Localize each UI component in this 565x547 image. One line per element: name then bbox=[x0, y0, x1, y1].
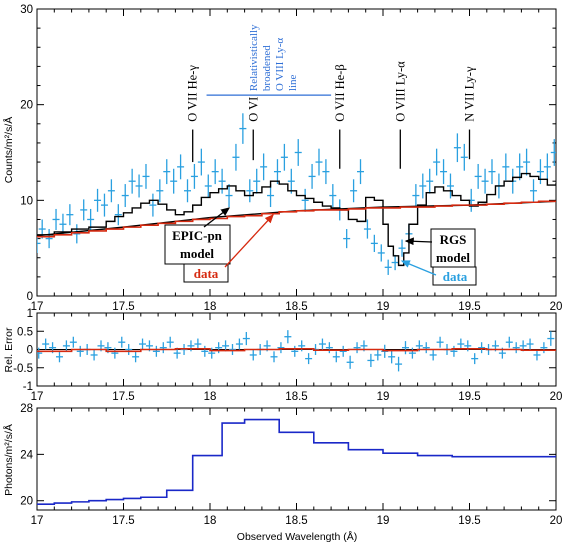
rgs-model-line1: RGS bbox=[440, 232, 467, 247]
rgs-data-arrow bbox=[400, 260, 437, 276]
rel-error-panel: 17 17.5 18 18.5 19 19.5 20 -1 -0.5 0 0.5 1 bbox=[13, 308, 562, 403]
rgs-model-line2: model bbox=[436, 250, 470, 265]
line-label: O VII He-β bbox=[333, 64, 347, 122]
counts-ylabel: Counts/m²/s/Å bbox=[2, 117, 15, 184]
x-axis-title: Observed Wavelength (Å) bbox=[237, 530, 357, 543]
x-tick-label: 18 bbox=[204, 515, 217, 527]
y-tick-label: -1 bbox=[23, 381, 33, 393]
x-tick-label: 17 bbox=[31, 301, 44, 313]
x-tick-label: 18.5 bbox=[285, 515, 307, 527]
x-tick-label: 18 bbox=[204, 301, 217, 313]
rel-broadened-label: line bbox=[287, 74, 299, 91]
rgs-model-annotation: RGS model bbox=[430, 228, 476, 268]
epic-data-label: data bbox=[194, 266, 219, 281]
y-tick-label: 0 bbox=[27, 291, 33, 303]
x-tick-label: 17.5 bbox=[112, 301, 134, 313]
x-tick-label: 20 bbox=[550, 515, 563, 527]
rel-broadened-label: broadened bbox=[261, 45, 273, 91]
y-tick-label: 0.5 bbox=[17, 326, 33, 338]
x-tick-label: 18.5 bbox=[285, 301, 307, 313]
plot-area bbox=[37, 330, 556, 372]
photons-panel: 17 17.5 18 18.5 19 19.5 20 20 24 28 bbox=[20, 403, 562, 527]
rel-broadened-label: O VIII Ly-α bbox=[274, 38, 286, 91]
y-tick-label: 30 bbox=[20, 4, 33, 16]
line-label: O VI bbox=[246, 97, 260, 122]
y-tick-label: 20 bbox=[20, 100, 33, 112]
rgs-data-label: data bbox=[443, 269, 468, 284]
plot-area bbox=[37, 418, 556, 506]
y-tick-label: -0.5 bbox=[13, 363, 33, 375]
y-tick-label: 1 bbox=[27, 308, 33, 320]
x-tick-label: 19.5 bbox=[458, 301, 480, 313]
rgs-model-arrow bbox=[404, 237, 433, 246]
panel-frame bbox=[36, 407, 557, 511]
x-tick-label: 19.5 bbox=[458, 391, 480, 403]
rel-error-ylabel: Rel. Error bbox=[3, 327, 15, 372]
photons-ylabel: Photons/m²/s/Å bbox=[2, 424, 15, 496]
x-tick-label: 19.5 bbox=[458, 515, 480, 527]
epic-data-annotation: data bbox=[183, 263, 229, 283]
series-step-line bbox=[37, 347, 556, 353]
y-tick-label: 28 bbox=[20, 403, 33, 415]
epic-model-line1: EPIC-pn bbox=[172, 228, 223, 243]
x-tick-label: 20 bbox=[550, 301, 563, 313]
y-tick-label: 10 bbox=[20, 195, 33, 207]
x-tick-label: 17.5 bbox=[112, 391, 134, 403]
line-label: O VII He-γ bbox=[186, 65, 200, 122]
series-step-line bbox=[37, 200, 556, 238]
x-tick-label: 18.5 bbox=[285, 391, 307, 403]
x-tick-label: 19 bbox=[377, 301, 390, 313]
x-tick-label: 17 bbox=[31, 515, 44, 527]
line-label: N VII Ly-γ bbox=[463, 66, 477, 122]
plot-area bbox=[37, 113, 556, 275]
epic-model-annotation: EPIC-pn model bbox=[164, 224, 231, 265]
x-tick-label: 17 bbox=[31, 391, 44, 403]
epic-model-arrow bbox=[203, 207, 231, 228]
rgs-data-annotation: data bbox=[432, 266, 477, 286]
series-step-line bbox=[37, 418, 556, 506]
counts-panel: 17 17.5 18 18.5 19 19.5 20 0 10 20 30 O VII He-γ O V… bbox=[20, 4, 562, 313]
x-tick-label: 20 bbox=[550, 391, 563, 403]
series-step-line bbox=[37, 172, 556, 267]
x-tick-label: 18 bbox=[204, 391, 217, 403]
y-tick-label: 24 bbox=[20, 449, 33, 461]
y-tick-label: 0 bbox=[27, 345, 33, 357]
x-tick-label: 19 bbox=[377, 515, 390, 527]
rel-broadened-label: Relativistically bbox=[248, 24, 260, 91]
x-tick-label: 17.5 bbox=[112, 515, 134, 527]
y-tick-label: 20 bbox=[20, 496, 33, 508]
x-tick-label: 19 bbox=[377, 391, 390, 403]
epic-data-arrow bbox=[224, 214, 274, 268]
line-label: O VIII Ly-α bbox=[393, 61, 407, 122]
epic-model-line2: model bbox=[180, 246, 214, 261]
